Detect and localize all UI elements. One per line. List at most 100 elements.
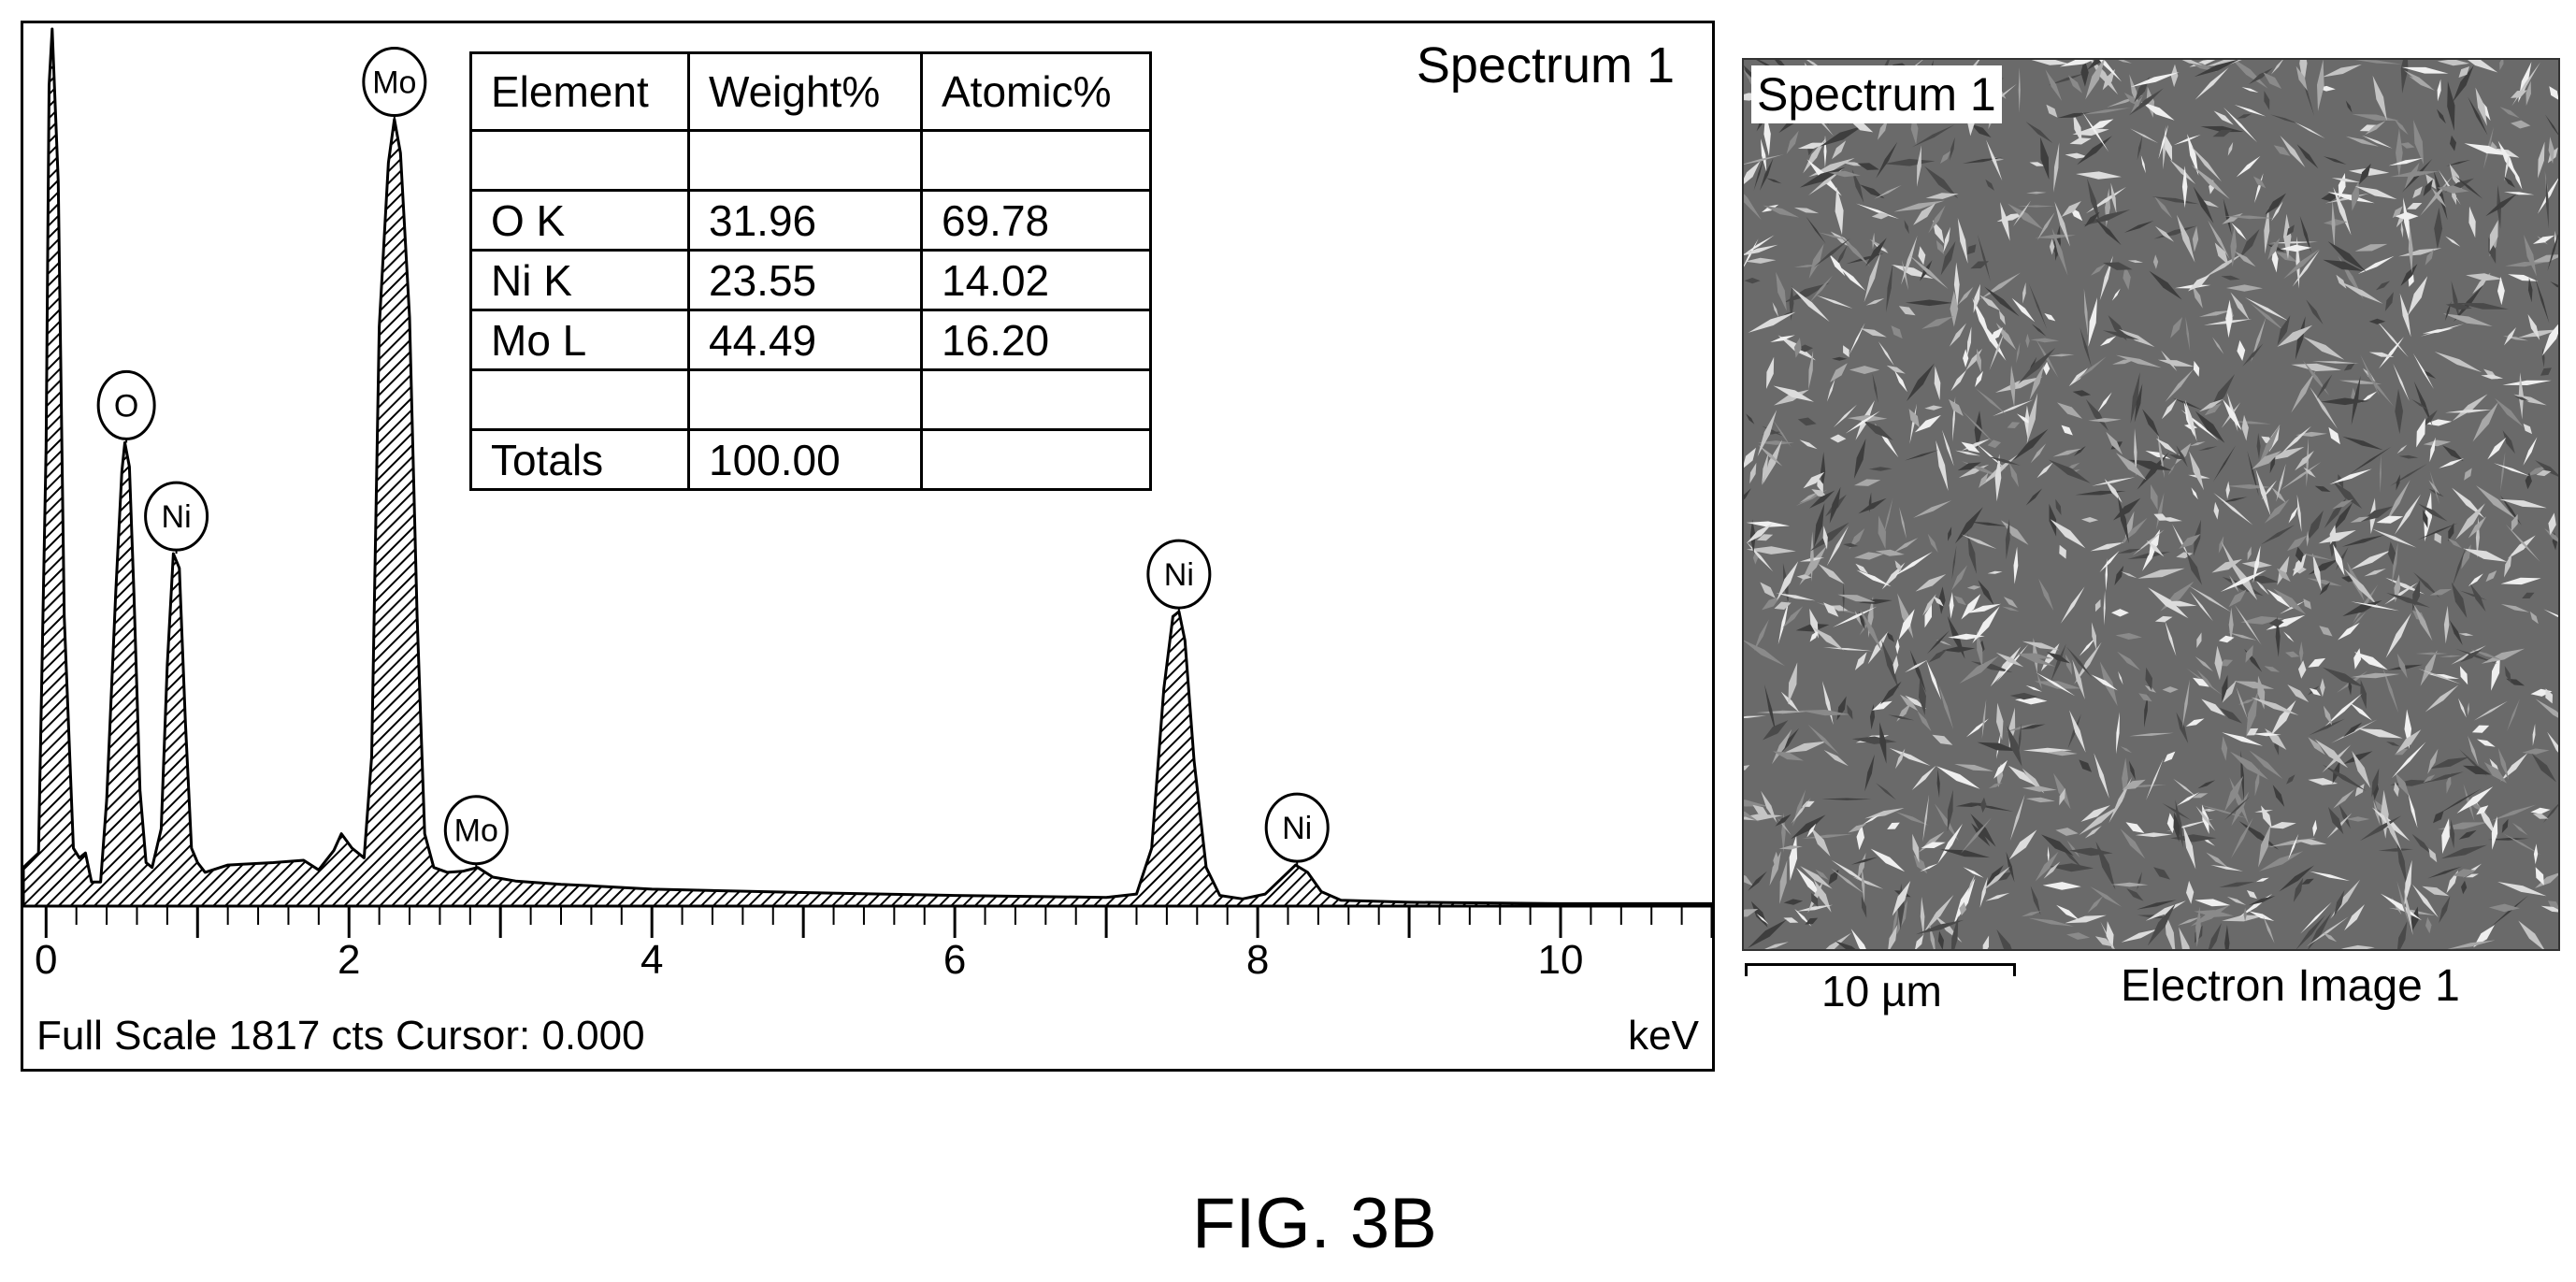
- sem-flake: [1979, 876, 1988, 908]
- sem-flake: [2094, 936, 2114, 947]
- sem-flake: [1924, 405, 1943, 411]
- sem-flake: [1833, 404, 1857, 428]
- sem-flake: [1881, 640, 1899, 689]
- sem-flake: [1915, 934, 1924, 949]
- sem-flake: [2468, 735, 2479, 766]
- sem-flake: [2222, 680, 2237, 703]
- sem-flake: [1926, 630, 1950, 655]
- sem-flake: [1967, 533, 1977, 574]
- sem-flake: [1772, 302, 1779, 318]
- sem-flake: [2226, 896, 2247, 905]
- sem-flake: [2162, 686, 2179, 693]
- sem-flake: [2360, 506, 2394, 523]
- sem-flake: [2306, 299, 2324, 324]
- sem-flake: [2069, 137, 2092, 145]
- sem-flake: [2452, 487, 2485, 519]
- sem-flake: [1781, 813, 1786, 853]
- sem-flake: [2458, 829, 2477, 840]
- sem-flake: [1902, 260, 1908, 291]
- sem-flake: [1832, 140, 1847, 160]
- sem-flake: [2342, 436, 2383, 451]
- sem-flake: [2227, 141, 2234, 156]
- sem-flake: [2022, 282, 2026, 304]
- sem-flake: [2497, 276, 2505, 306]
- sem-flake: [1867, 631, 1889, 665]
- sem-flake: [2177, 214, 2195, 263]
- sem-flake: [1932, 220, 1945, 244]
- sem-flake: [2500, 452, 2506, 492]
- sem-flake: [1940, 151, 1951, 164]
- sem-flake: [1894, 560, 1902, 572]
- sem-flake: [1987, 439, 2002, 449]
- sem-flake: [2293, 553, 2307, 577]
- sem-flake: [1818, 563, 1845, 584]
- sem-flake: [1819, 232, 1848, 240]
- sem-flake: [1950, 369, 1967, 392]
- sem-flake: [2198, 446, 2218, 451]
- sem-flake: [2249, 750, 2283, 779]
- sem-flake: [2333, 789, 2355, 809]
- sem-flake: [2471, 725, 2490, 733]
- sem-flake: [2218, 635, 2235, 643]
- sem-flake: [2396, 474, 2400, 491]
- sem-flake: [1783, 741, 1827, 754]
- sem-flake: [2298, 641, 2304, 665]
- sem-flake: [2468, 516, 2487, 539]
- sem-flake: [2508, 274, 2539, 281]
- sem-flake: [2291, 363, 2342, 371]
- sem-flake: [2277, 315, 2291, 346]
- sem-flake: [2065, 152, 2089, 159]
- sem-flake: [2156, 492, 2165, 530]
- sem-flake: [1835, 941, 1856, 949]
- sem-flake: [1797, 417, 1817, 426]
- sem-flake: [2495, 397, 2524, 427]
- sem-flake: [2314, 485, 2331, 492]
- sem-flake: [2271, 60, 2283, 75]
- sem-flake: [2288, 833, 2299, 860]
- sem-flake: [2458, 66, 2469, 78]
- sem-flake: [2437, 185, 2469, 194]
- table-cell: [469, 368, 690, 431]
- sem-flake: [2125, 822, 2145, 833]
- sem-flake: [1799, 491, 1820, 503]
- sem-flake: [2051, 643, 2066, 683]
- sem-flake: [2100, 336, 2117, 347]
- sem-flake: [2123, 265, 2131, 290]
- sem-flake: [2236, 686, 2248, 720]
- sem-flake: [2351, 180, 2360, 211]
- sem-flake: [2142, 409, 2160, 438]
- sem-flake: [2518, 920, 2545, 949]
- sem-flake: [2248, 67, 2273, 85]
- sem-flake: [2221, 497, 2248, 503]
- sem-flake: [2322, 744, 2352, 773]
- sem-flake: [1783, 282, 1830, 303]
- sem-flake: [2476, 805, 2489, 815]
- sem-flake: [2087, 60, 2103, 71]
- sem-flake: [1963, 349, 1969, 367]
- sem-flake: [2541, 324, 2558, 356]
- sem-flake: [2392, 541, 2398, 585]
- sem-flake: [2281, 425, 2311, 454]
- sem-flake: [1898, 306, 1916, 316]
- sem-flake: [2044, 313, 2056, 322]
- sem-flake: [2384, 292, 2394, 311]
- sem-flake: [1761, 790, 1777, 823]
- sem-flake: [2246, 727, 2259, 736]
- sem-flake: [1975, 388, 2007, 415]
- sem-flake: [1763, 205, 1800, 218]
- sem-flake: [1954, 507, 1983, 544]
- sem-flake: [2357, 255, 2395, 274]
- sem-flake: [2504, 553, 2512, 578]
- sem-flake: [1996, 929, 2012, 949]
- sem-flake: [1809, 522, 1849, 552]
- sem-flake: [2186, 880, 2195, 904]
- sem-flake: [1973, 283, 1980, 313]
- sem-flake: [2117, 548, 2142, 554]
- sem-flake: [2111, 288, 2121, 301]
- sem-flake: [2154, 615, 2173, 623]
- sem-flake: [2204, 403, 2222, 416]
- sem-flake: [2378, 848, 2413, 852]
- sem-flake: [2202, 808, 2216, 812]
- sem-flake: [2148, 587, 2189, 619]
- sem-flake: [2433, 811, 2444, 824]
